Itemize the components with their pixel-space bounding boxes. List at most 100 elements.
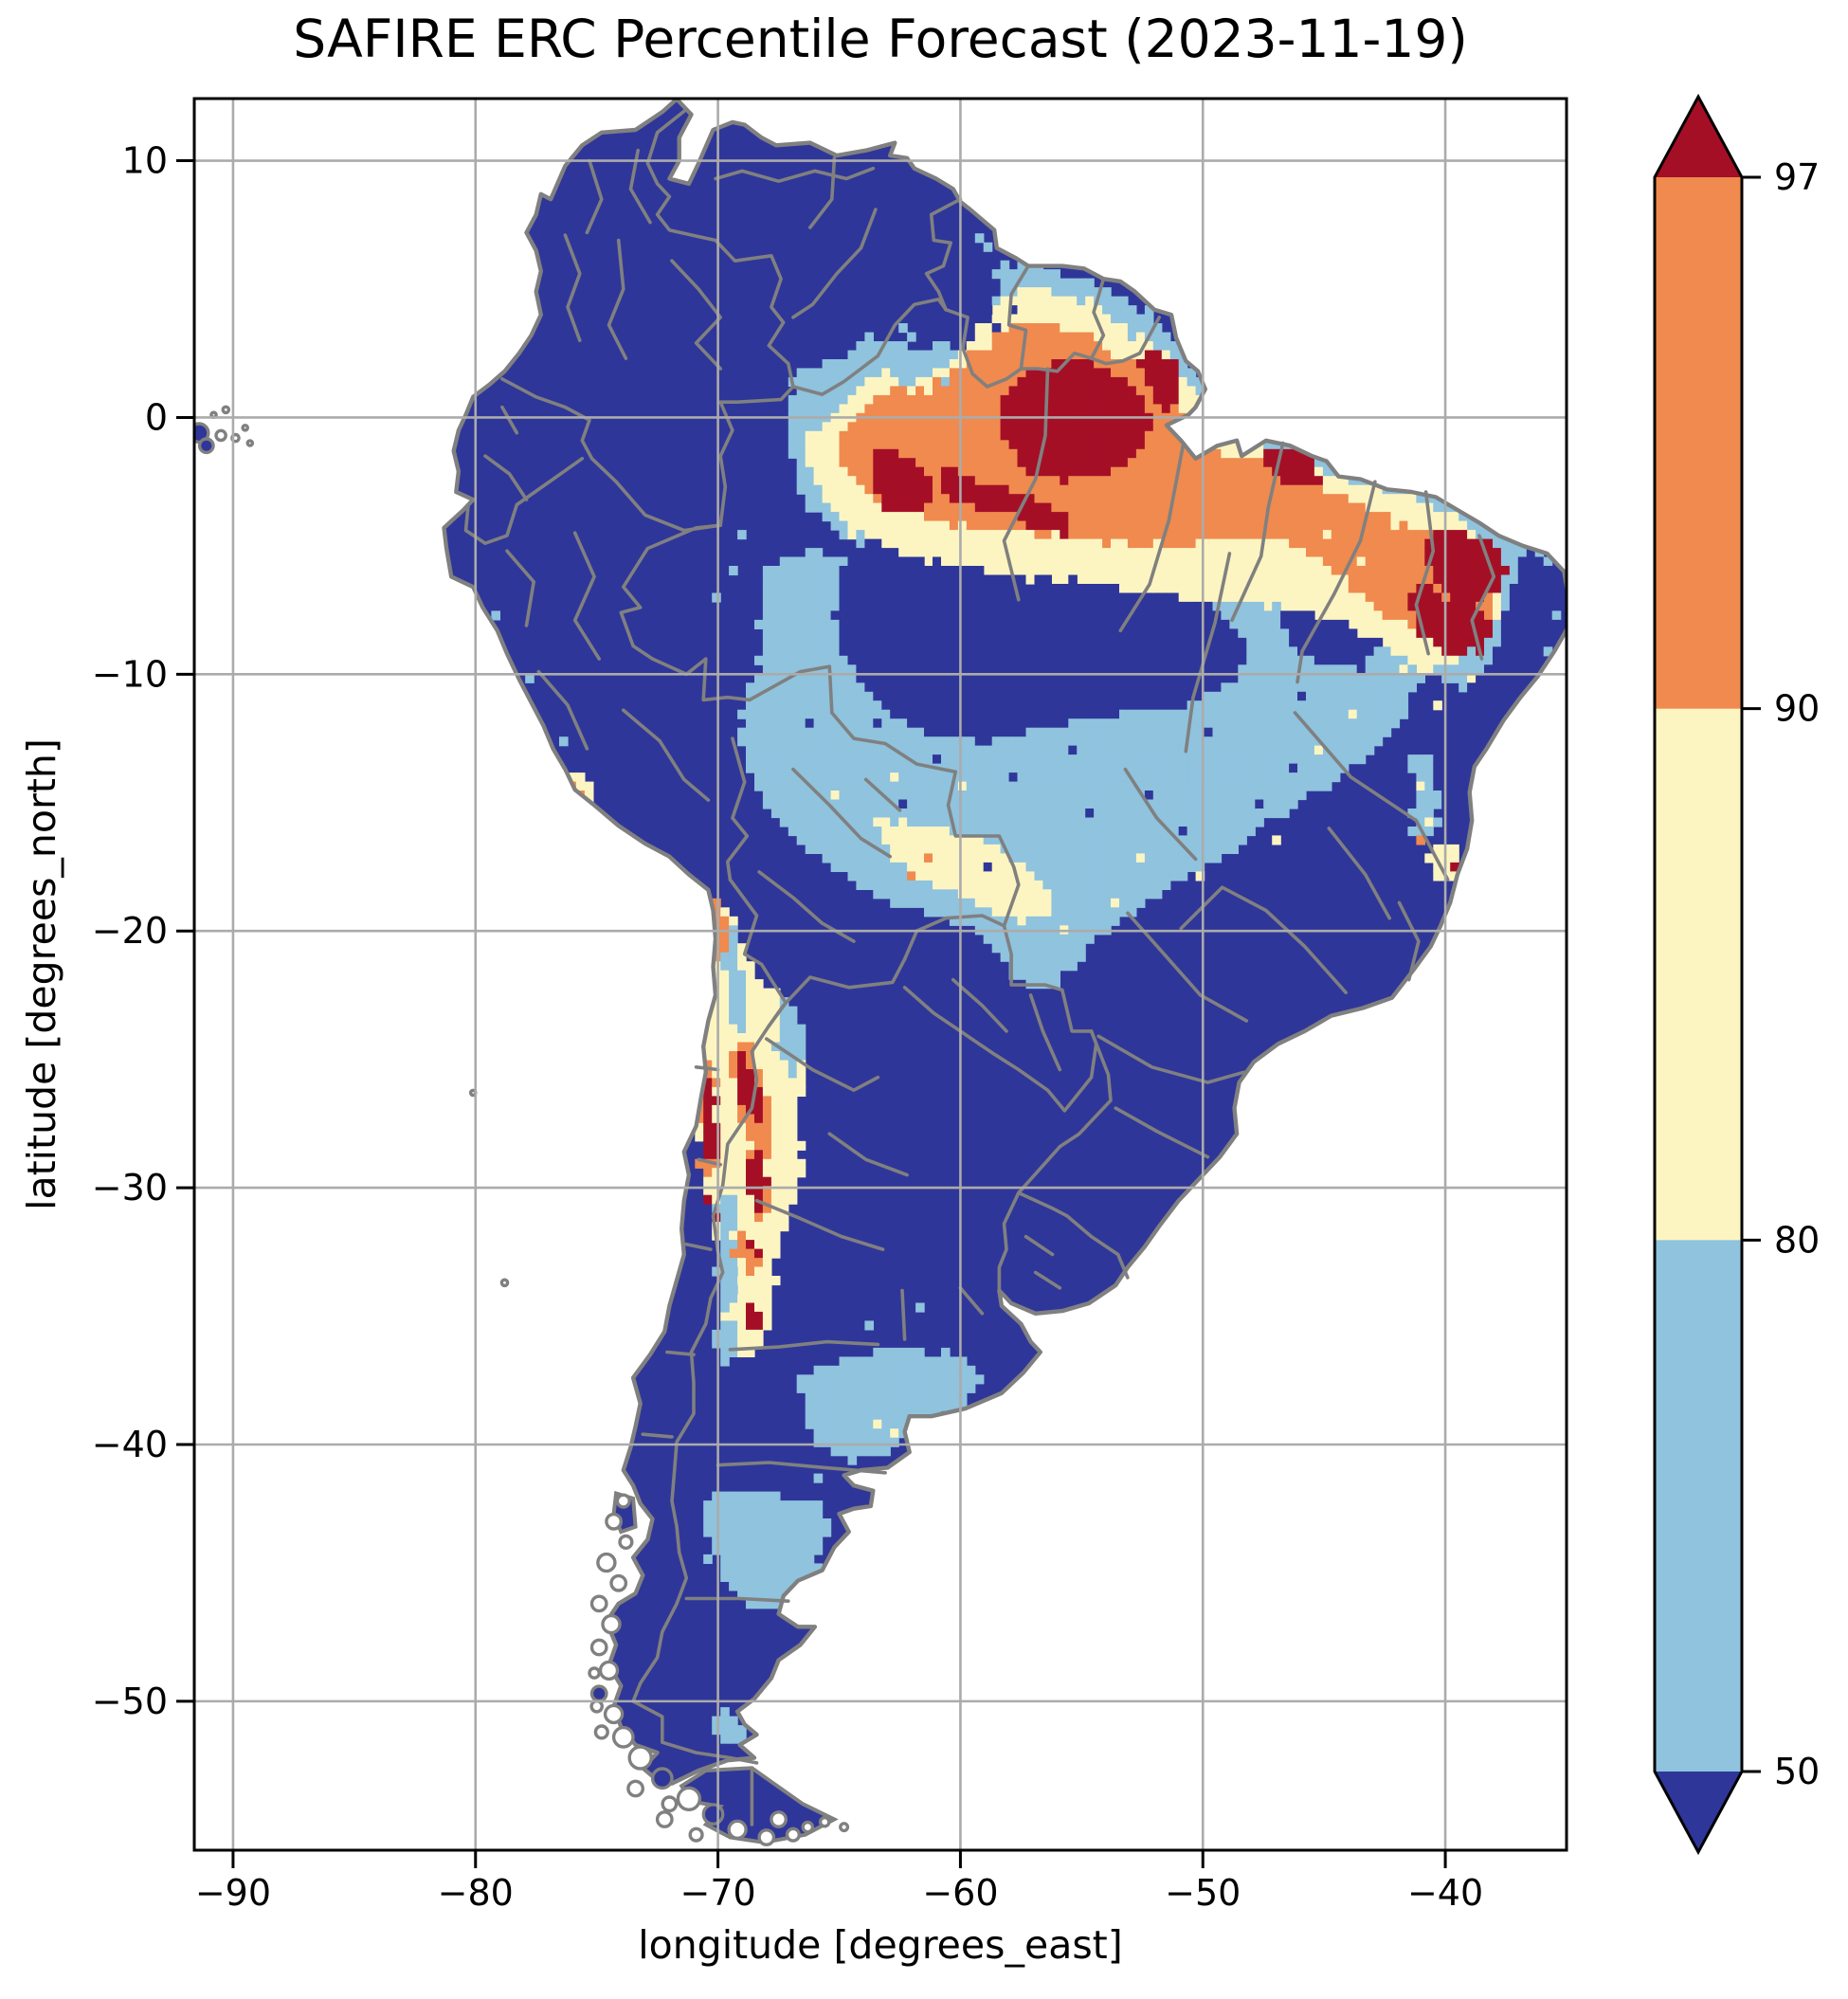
boundary-line xyxy=(1414,490,1436,656)
boundary-line xyxy=(827,1132,909,1177)
coastline xyxy=(442,99,1567,1786)
boundary-line xyxy=(791,208,878,319)
boundary-line xyxy=(1397,900,1421,982)
small-island xyxy=(598,1660,620,1681)
colorbar-under-arrow xyxy=(1655,1772,1742,1852)
y-tick-label: 10 xyxy=(122,140,168,182)
boundary-line xyxy=(684,1242,713,1251)
small-island xyxy=(197,437,215,455)
small-island xyxy=(688,1826,704,1843)
plot-border xyxy=(192,97,1568,1852)
boundary-line xyxy=(951,977,1008,1033)
colorbar-segment xyxy=(1655,708,1742,1241)
boundary-line xyxy=(1230,441,1285,623)
boundary-line xyxy=(808,156,837,229)
x-tick-label: −50 xyxy=(1165,1872,1241,1914)
boundary-line xyxy=(728,1339,880,1352)
boundary-line xyxy=(1017,1029,1113,1195)
boundary-line xyxy=(684,1596,790,1603)
small-island xyxy=(727,1819,748,1841)
boundary-line xyxy=(463,457,585,545)
small-island xyxy=(593,1724,609,1740)
small-island xyxy=(661,1795,679,1813)
y-tick-label: −10 xyxy=(92,653,168,695)
small-island xyxy=(618,1534,634,1551)
boundary-line xyxy=(1017,1190,1130,1280)
x-tick-label: −60 xyxy=(922,1872,998,1914)
boundary-line xyxy=(641,1432,674,1439)
colorbar-tick-label: 50 xyxy=(1774,1751,1820,1792)
boundary-line xyxy=(483,454,529,501)
boundary-line xyxy=(767,957,907,1028)
boundary-line xyxy=(718,385,795,527)
y-tick-label: −30 xyxy=(92,1167,168,1208)
small-island xyxy=(676,1786,702,1812)
small-island xyxy=(241,423,250,432)
small-island xyxy=(757,1828,776,1846)
boundary-line xyxy=(1006,264,1030,371)
boundary-line xyxy=(1096,1034,1246,1084)
boundary-line xyxy=(645,107,795,389)
boundary-line xyxy=(1293,711,1450,881)
small-island xyxy=(589,1699,605,1714)
colorbar-tick-label: 90 xyxy=(1774,688,1820,730)
x-tick-label: −70 xyxy=(679,1872,755,1914)
small-island xyxy=(701,1803,725,1826)
small-island xyxy=(499,1278,510,1288)
boundary-line xyxy=(505,549,535,627)
boundary-line xyxy=(765,1037,880,1092)
boundary-line xyxy=(628,148,652,225)
small-island xyxy=(627,1745,653,1771)
colorbar-segment xyxy=(1655,177,1742,710)
y-tick-label: 0 xyxy=(145,396,168,438)
small-island xyxy=(818,1815,831,1828)
colorbar-tick-label: 97 xyxy=(1774,156,1820,198)
boundary-line xyxy=(791,767,892,859)
boundary-line xyxy=(572,531,601,661)
gridlines xyxy=(194,99,1567,1850)
colorbar-segment xyxy=(1655,1240,1742,1772)
boundary-line xyxy=(670,259,722,371)
boundary-line xyxy=(500,377,722,533)
boundary-line xyxy=(1123,767,1198,862)
boundary-line xyxy=(1327,827,1391,920)
small-island xyxy=(770,1810,788,1828)
small-island xyxy=(609,1573,628,1592)
x-tick-label: −40 xyxy=(1407,1872,1483,1914)
boundary-line xyxy=(631,1024,771,1765)
small-island xyxy=(655,1810,674,1828)
small-island xyxy=(626,1779,644,1798)
boundary-line xyxy=(1002,367,1050,602)
y-tick-label: −20 xyxy=(92,910,168,952)
boundary-line xyxy=(585,158,604,235)
small-island xyxy=(589,1638,608,1657)
small-island xyxy=(596,1552,617,1573)
small-island xyxy=(589,1594,608,1613)
boundary-line xyxy=(500,405,519,435)
small-island xyxy=(601,1613,622,1635)
small-island xyxy=(588,1666,601,1680)
small-island xyxy=(615,1493,631,1509)
boundary-line xyxy=(1002,924,1094,1033)
small-island xyxy=(650,1767,674,1790)
colorbar-tick-label: 80 xyxy=(1774,1219,1820,1261)
boundary-line xyxy=(563,233,582,342)
small-island xyxy=(839,1822,850,1833)
boundary-line xyxy=(902,914,1006,961)
boundary-line xyxy=(863,777,902,812)
x-tick-label: −90 xyxy=(195,1872,271,1914)
boundary-line xyxy=(607,238,628,360)
y-tick-label: −50 xyxy=(92,1681,168,1722)
colorbar: 97 90 80 50 xyxy=(1653,93,1820,1856)
boundary-line xyxy=(791,298,948,396)
boundary-line xyxy=(536,669,589,751)
boundary-line xyxy=(924,197,963,312)
boundary-line xyxy=(1179,885,1348,994)
small-island xyxy=(801,1820,815,1834)
small-island xyxy=(603,1703,625,1725)
boundary-line xyxy=(958,1286,985,1316)
x-axis-label: longitude [degrees_east] xyxy=(638,1922,1123,1968)
boundary-line xyxy=(902,986,1098,1113)
boundary-line xyxy=(1118,441,1186,633)
